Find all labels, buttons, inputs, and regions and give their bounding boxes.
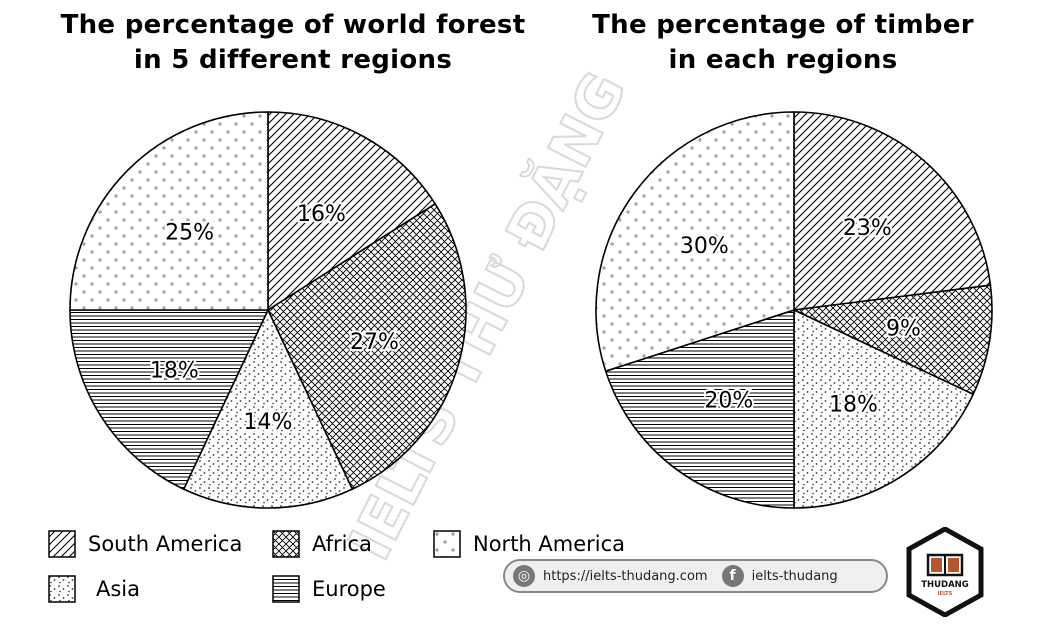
- pie-slice-1-1: [791, 284, 993, 396]
- pie-slice-1-2: [793, 308, 975, 509]
- book-icon: [926, 553, 964, 577]
- pie-data-label-1-2: 18%: [829, 393, 878, 418]
- legend-swatch: [48, 530, 76, 558]
- legend-item-north-america: North America: [433, 528, 625, 560]
- pie-slice-1-3: [604, 308, 795, 509]
- pie-slice-0-0: [267, 111, 437, 312]
- pie-data-label-0-0: 16%: [297, 202, 346, 227]
- legend-label: North America: [473, 532, 626, 556]
- pie-data-label-1-3: 20%: [704, 389, 753, 414]
- chart-title-timber: The percentage of timber in each regions: [548, 8, 1018, 78]
- logo-text: THUDANG: [921, 580, 969, 590]
- globe-icon: ◎: [513, 565, 535, 587]
- legend-swatch: [48, 575, 76, 603]
- pie-data-label-0-2: 14%: [244, 410, 293, 435]
- chart-title-forest-line2: in 5 different regions: [133, 45, 453, 75]
- legend-item-south-america: South America: [48, 528, 242, 560]
- legend-label: Europe: [312, 577, 386, 601]
- footer-bar: ◎ https://ielts-thudang.com f ielts-thud…: [503, 559, 888, 593]
- legend-label: Africa: [312, 532, 372, 556]
- pie-data-label-1-0: 23%: [843, 216, 892, 241]
- legend-swatch: [272, 575, 300, 603]
- legend-swatch: [272, 530, 300, 558]
- pie-slice-0-4: [69, 111, 269, 311]
- pie-data-label-1-1: 9%: [886, 316, 921, 341]
- pie-data-label-0-1: 27%: [350, 330, 399, 355]
- pie-slice-1-4: [595, 111, 795, 373]
- legend-item-asia: Asia: [48, 573, 140, 605]
- pie-data-label-0-3: 18%: [150, 358, 199, 383]
- legend-label: Asia: [96, 577, 141, 601]
- legend-swatch: [433, 530, 461, 558]
- chart-title-timber-line2: in each regions: [668, 45, 898, 75]
- pie-data-label-0-4: 25%: [165, 221, 214, 246]
- legend-item-europe: Europe: [272, 573, 386, 605]
- pie-slice-0-3: [69, 309, 270, 491]
- logo-subtext: IELTS: [938, 591, 953, 597]
- chart-title-timber-line1: The percentage of timber: [592, 10, 974, 40]
- pie-slice-0-1: [266, 202, 467, 491]
- footer-facebook[interactable]: ielts-thudang: [751, 568, 838, 584]
- legend-item-africa: Africa: [272, 528, 372, 560]
- chart-title-forest: The percentage of world forest in 5 diff…: [40, 8, 546, 78]
- pie-slice-0-2: [182, 308, 354, 509]
- facebook-icon: f: [721, 565, 744, 587]
- pie-data-label-1-4: 30%: [680, 234, 729, 259]
- pie-slice-1-0: [793, 111, 992, 311]
- chart-title-forest-line1: The percentage of world forest: [60, 10, 526, 40]
- legend-label: South America: [88, 532, 243, 556]
- thudang-logo: THUDANG IELTS: [906, 527, 984, 617]
- footer-website[interactable]: https://ielts-thudang.com: [543, 568, 708, 584]
